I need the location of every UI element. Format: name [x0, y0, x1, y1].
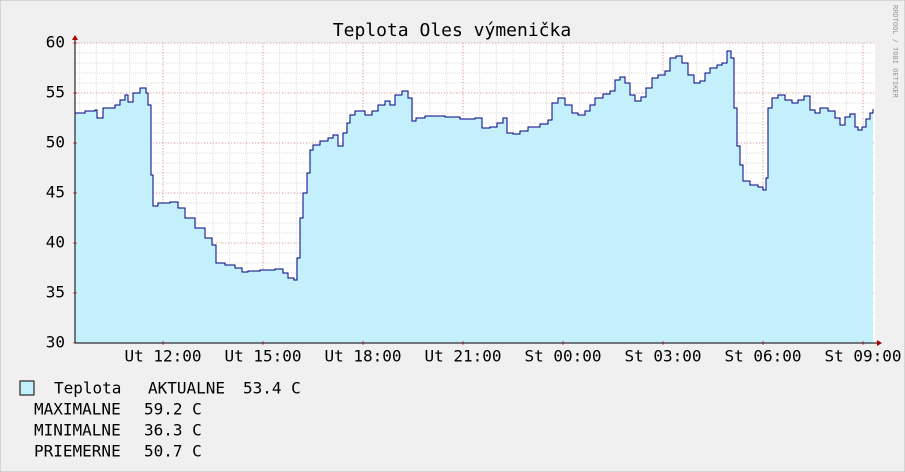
- y-tick-label: 35: [46, 283, 65, 302]
- x-tick-label: St 06:00: [724, 347, 801, 366]
- chart-title: Teplota Oles výmenička: [333, 20, 571, 41]
- stat-label: MINIMALNE: [34, 421, 121, 440]
- stat-value: 50.7 C: [144, 442, 202, 461]
- watermark: RRDTOOL / TOBI OETIKER: [891, 5, 899, 99]
- stat-label: AKTUALNE: [148, 379, 225, 398]
- x-tick-label: St 00:00: [524, 347, 601, 366]
- stat-label: MAXIMALNE: [34, 400, 121, 419]
- x-tick-label: Ut 21:00: [424, 347, 501, 366]
- stat-value: 53.4 C: [243, 379, 301, 398]
- stat-value: 36.3 C: [144, 421, 202, 440]
- x-tick-label: St 03:00: [624, 347, 701, 366]
- x-tick-label: Ut 18:00: [324, 347, 401, 366]
- stat-value: 59.2 C: [144, 400, 202, 419]
- legend-label: Teplota: [54, 379, 121, 398]
- y-tick-label: 50: [46, 133, 65, 152]
- x-tick-label: St 09:00: [824, 347, 901, 366]
- y-tick-label: 55: [46, 83, 65, 102]
- line: [75, 50, 874, 281]
- y-tick-label: 30: [46, 333, 65, 352]
- x-tick-label: Ut 12:00: [124, 347, 201, 366]
- x-arrow: [877, 340, 882, 346]
- x-tick-label: Ut 15:00: [224, 347, 301, 366]
- data-layer: [75, 50, 874, 343]
- legend-swatch: [19, 380, 35, 396]
- y-tick-label: 60: [46, 33, 65, 52]
- y-tick-label: 45: [46, 183, 65, 202]
- axes: 30 35 40 45 50 55 60 Ut 12:00 Ut 15:00 Ut 18:00 Ut…: [46, 33, 902, 366]
- y-arrow: [72, 35, 78, 40]
- stat-label: PRIEMERNE: [34, 442, 121, 461]
- y-tick-label: 40: [46, 233, 65, 252]
